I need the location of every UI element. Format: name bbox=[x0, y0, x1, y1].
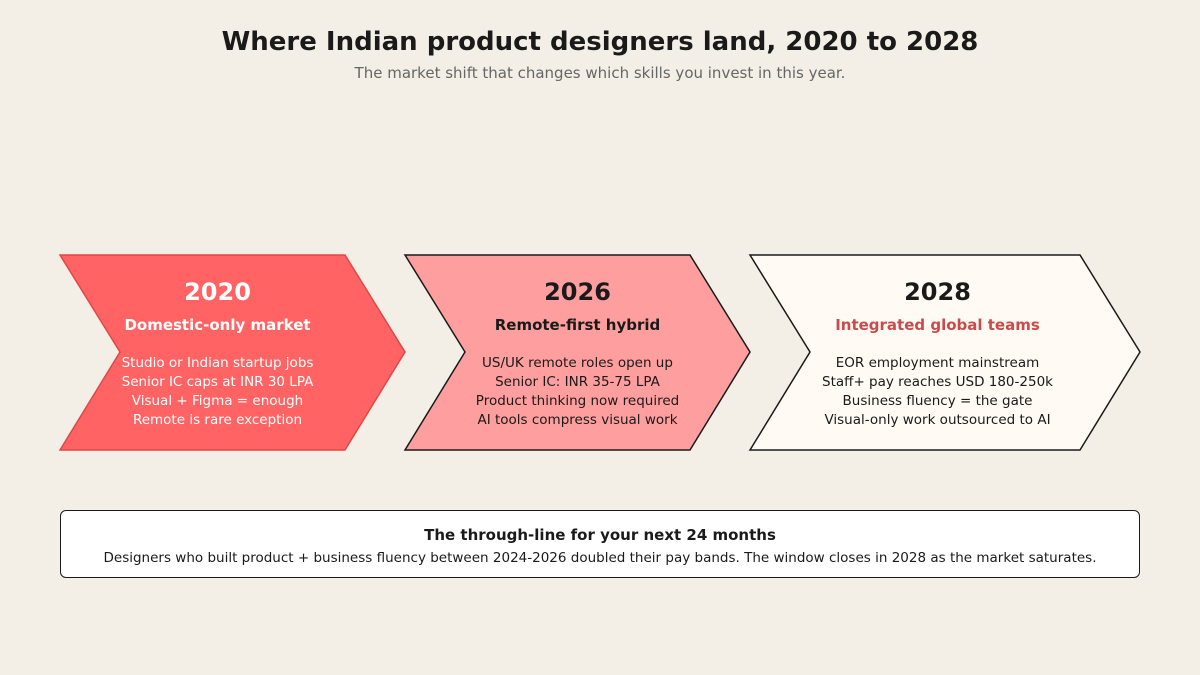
chevron-2026-shape bbox=[403, 254, 751, 451]
stage-point: Product thinking now required bbox=[475, 393, 680, 409]
stage-points: Studio or Indian startup jobs Senior IC … bbox=[100, 354, 335, 430]
callout-title: The through-line for your next 24 months bbox=[424, 526, 776, 544]
stage-year: 2026 bbox=[544, 278, 611, 306]
stage-year: 2028 bbox=[904, 278, 971, 306]
stage-point: EOR employment mainstream bbox=[835, 355, 1040, 371]
stage-heading: Integrated global teams bbox=[835, 316, 1040, 334]
stage-point: US/UK remote roles open up bbox=[482, 355, 673, 371]
stage-point: Visual + Figma = enough bbox=[131, 393, 304, 409]
stage-point: Senior IC caps at INR 30 LPA bbox=[121, 374, 314, 390]
stage-points: EOR employment mainstream Staff+ pay rea… bbox=[790, 354, 1085, 430]
stage-point: AI tools compress visual work bbox=[477, 412, 678, 428]
page-subtitle: The market shift that changes which skil… bbox=[354, 64, 846, 82]
stage-heading: Domestic-only market bbox=[124, 316, 311, 334]
stage-point: Staff+ pay reaches USD 180-250k bbox=[822, 374, 1053, 390]
stage-year: 2020 bbox=[184, 278, 251, 306]
stage-heading: Remote-first hybrid bbox=[494, 316, 661, 334]
stage-point: Business fluency = the gate bbox=[842, 393, 1033, 409]
stage-point: Visual-only work outsourced to AI bbox=[824, 412, 1051, 428]
stage-point: Senior IC: INR 35-75 LPA bbox=[495, 374, 660, 390]
chevron-2020-shape bbox=[58, 254, 406, 451]
stage-points: US/UK remote roles open up Senior IC: IN… bbox=[445, 354, 710, 430]
callout-body: Designers who built product + business f… bbox=[103, 550, 1097, 566]
chevron-2028-shape bbox=[748, 254, 1141, 451]
stage-point: Remote is rare exception bbox=[132, 412, 303, 428]
page-title: Where Indian product designers land, 202… bbox=[221, 27, 979, 57]
stage-point: Studio or Indian startup jobs bbox=[121, 355, 314, 371]
stage-2028: 2028 Integrated global teams EOR employm… bbox=[790, 255, 1085, 450]
stage-2026: 2026 Remote-first hybrid US/UK remote ro… bbox=[445, 255, 710, 450]
through-line-callout: The through-line for your next 24 months… bbox=[60, 510, 1140, 578]
stage-2020: 2020 Domestic-only market Studio or Indi… bbox=[100, 255, 335, 450]
